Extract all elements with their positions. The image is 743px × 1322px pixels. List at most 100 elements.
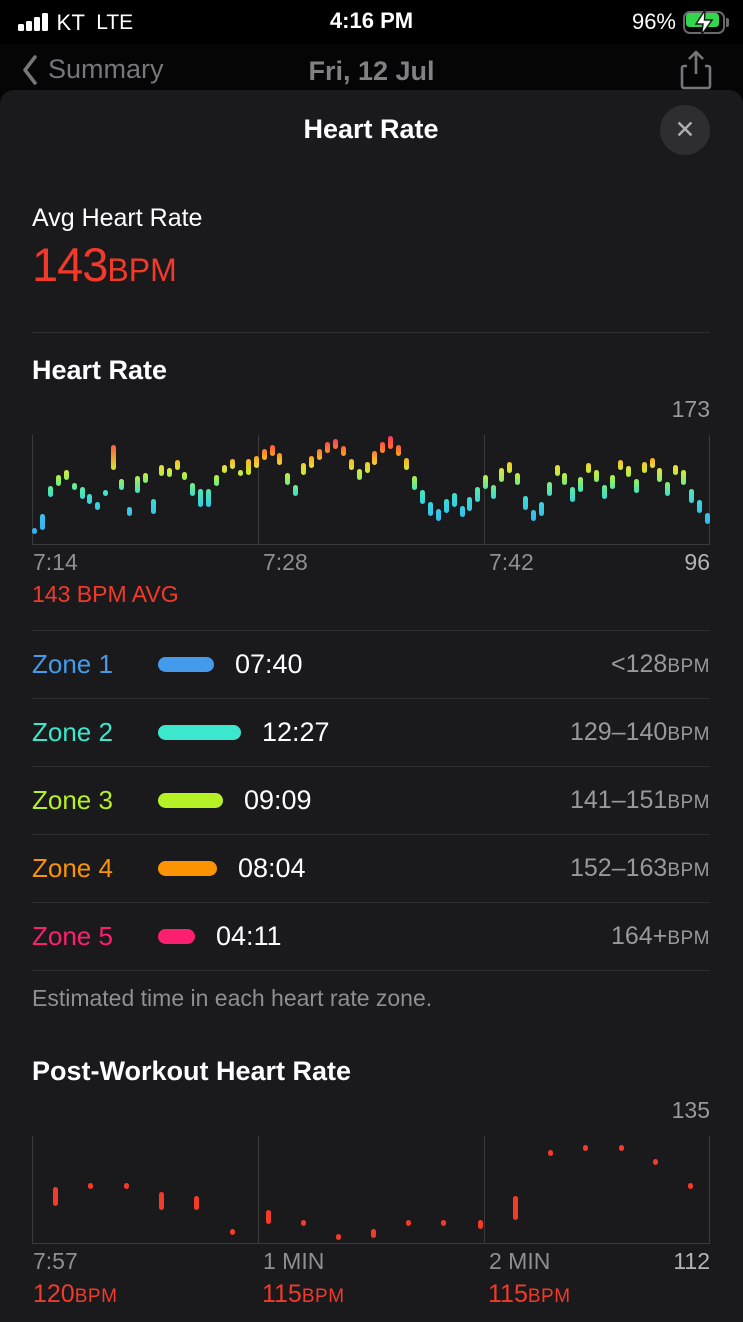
hr-segment bbox=[483, 474, 489, 489]
post-hr-dot bbox=[406, 1219, 412, 1226]
zone-name: Zone 5 bbox=[32, 921, 113, 951]
carrier-label: KT bbox=[56, 10, 86, 35]
hr-segment bbox=[514, 473, 520, 485]
zone-row: Zone 2 12:27 129–140BPM bbox=[32, 699, 710, 767]
hr-segment bbox=[491, 484, 497, 499]
zone-range: 129–140BPM bbox=[569, 718, 710, 746]
sheet-header: Heart Rate ✕ bbox=[32, 90, 710, 172]
post-bpm-label: 115BPM bbox=[261, 1280, 345, 1308]
sheet-title: Heart Rate bbox=[303, 114, 439, 144]
x-tick: 7:28 bbox=[262, 549, 308, 575]
back-button[interactable]: Summary bbox=[22, 54, 164, 85]
network-type-label: LTE bbox=[96, 11, 134, 34]
hr-segment bbox=[39, 514, 45, 530]
hr-segment bbox=[562, 473, 568, 485]
post-hr-dot bbox=[512, 1196, 518, 1220]
post-hr-dot bbox=[548, 1149, 554, 1156]
gridline bbox=[32, 435, 33, 544]
zone-duration-bar bbox=[158, 725, 241, 740]
post-chart-min-label: 112 bbox=[673, 1248, 710, 1274]
post-workout-chart bbox=[32, 1136, 710, 1244]
hr-segment bbox=[546, 481, 552, 496]
share-button[interactable] bbox=[679, 50, 713, 97]
post-hr-dot bbox=[477, 1219, 483, 1230]
hr-segment bbox=[609, 474, 615, 489]
hr-segment bbox=[554, 464, 560, 477]
hr-segment bbox=[522, 495, 528, 510]
hr-segment bbox=[435, 508, 441, 522]
hr-segment bbox=[665, 481, 671, 496]
post-hr-dot bbox=[688, 1182, 694, 1189]
zone-duration-bar bbox=[158, 929, 195, 944]
post-hr-dot bbox=[159, 1191, 165, 1211]
hr-segment bbox=[372, 450, 378, 465]
hr-segment bbox=[182, 471, 188, 481]
hr-segment bbox=[538, 501, 544, 516]
zone-duration-bar bbox=[158, 861, 217, 876]
hr-segment bbox=[63, 470, 69, 481]
zone-name: Zone 3 bbox=[32, 785, 113, 815]
hr-segment bbox=[364, 461, 370, 474]
hr-segment bbox=[309, 456, 315, 468]
x-tick: 7:42 bbox=[489, 549, 534, 575]
post-hr-dot bbox=[335, 1233, 341, 1240]
zone-range: 164+BPM bbox=[611, 922, 710, 950]
hr-segment bbox=[388, 436, 394, 450]
x-tick: 1 MIN bbox=[262, 1248, 325, 1274]
hr-segment bbox=[237, 470, 243, 477]
zone-duration: 12:27 bbox=[262, 717, 330, 747]
zone-row: Zone 1 07:40 <128BPM bbox=[32, 631, 710, 699]
battery-percent-label: 96% bbox=[631, 9, 676, 34]
hr-segment bbox=[443, 498, 449, 513]
hr-segment bbox=[340, 446, 346, 457]
background-page-title: Fri, 12 Jul bbox=[308, 56, 435, 86]
hr-segment bbox=[633, 478, 639, 494]
post-hr-dot bbox=[653, 1159, 659, 1166]
hr-segment bbox=[174, 460, 180, 471]
heart-rate-section-heading: Heart Rate bbox=[32, 355, 168, 385]
hr-segment bbox=[451, 493, 457, 508]
post-hr-dot bbox=[266, 1210, 272, 1225]
post-hr-dot bbox=[193, 1196, 199, 1211]
charging-bolt-icon bbox=[694, 8, 714, 35]
hr-segment bbox=[324, 442, 330, 454]
hr-segment bbox=[507, 461, 513, 474]
post-hr-dot bbox=[370, 1229, 376, 1239]
hr-segment bbox=[134, 476, 140, 494]
hr-segment bbox=[689, 488, 695, 503]
hr-segment bbox=[111, 444, 117, 471]
hr-segment bbox=[150, 498, 156, 515]
hr-segment bbox=[32, 528, 37, 535]
status-bar: KT LTE 4:16 PM 96% bbox=[0, 0, 743, 44]
post-hr-dot bbox=[52, 1187, 58, 1206]
zone-duration: 07:40 bbox=[235, 649, 303, 679]
gridline bbox=[709, 435, 710, 544]
hr-chart-x-axis: 7:14 7:28 7:42 96 bbox=[32, 549, 710, 579]
close-icon: ✕ bbox=[674, 116, 696, 144]
battery-charging-icon bbox=[683, 8, 729, 35]
zone-duration: 04:11 bbox=[216, 921, 282, 951]
hr-segment bbox=[697, 500, 703, 513]
hr-segment bbox=[649, 457, 655, 468]
x-tick: 7:14 bbox=[33, 549, 78, 575]
hr-segment bbox=[119, 478, 125, 491]
hr-segment bbox=[222, 464, 228, 474]
background-nav-bar: Summary Fri, 12 Jul bbox=[0, 46, 743, 100]
hr-segment bbox=[594, 470, 600, 482]
post-bpm-row: 120BPM 115BPM 115BPM bbox=[32, 1280, 710, 1314]
hr-segment bbox=[530, 510, 536, 522]
hr-segment bbox=[657, 467, 663, 482]
zone-name: Zone 4 bbox=[32, 853, 113, 883]
hr-segment bbox=[142, 473, 148, 484]
cellular-signal-icon bbox=[18, 13, 48, 33]
hr-segment bbox=[419, 490, 425, 505]
zone-range: 141–151BPM bbox=[569, 786, 710, 814]
hr-segment bbox=[293, 484, 299, 496]
hr-segment bbox=[301, 463, 307, 475]
hr-segment bbox=[705, 512, 710, 525]
gridline bbox=[257, 435, 259, 544]
close-button[interactable]: ✕ bbox=[660, 105, 710, 155]
zone-range: 152–163BPM bbox=[569, 854, 710, 882]
status-right-cluster: 96% bbox=[631, 8, 729, 35]
